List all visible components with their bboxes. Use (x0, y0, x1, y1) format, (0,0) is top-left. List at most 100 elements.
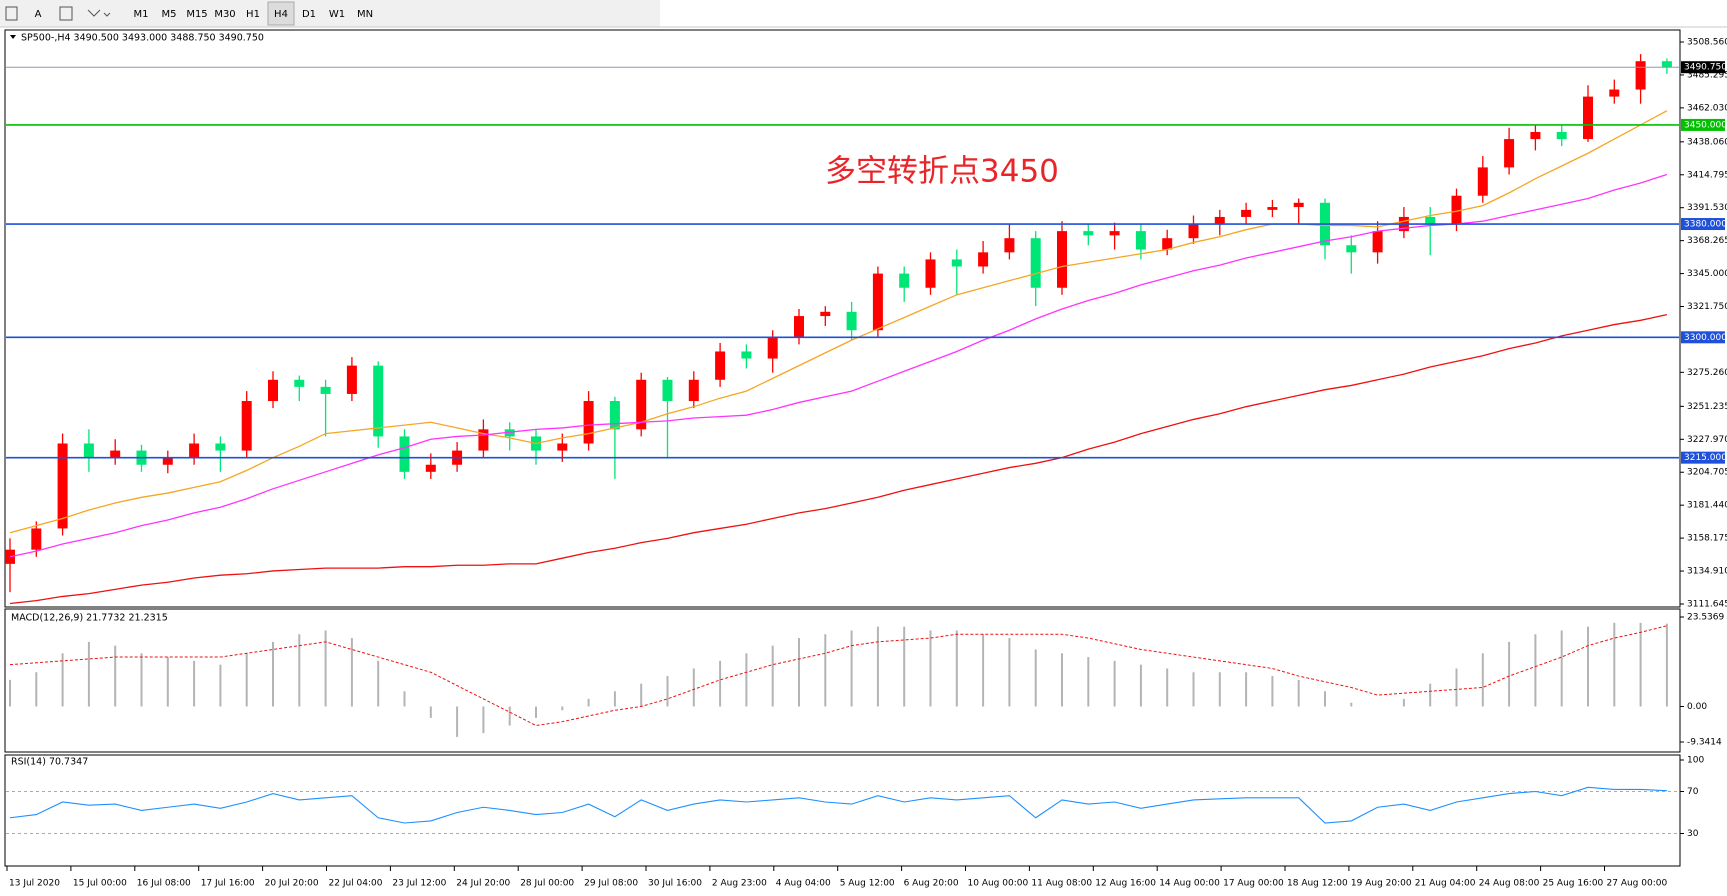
candle-body (794, 316, 804, 338)
macd-bar (1587, 626, 1589, 707)
timeframe-button[interactable]: W1 (329, 9, 345, 20)
macd-bar (1508, 641, 1511, 707)
x-tick-label: 15 Jul 00:00 (73, 879, 127, 889)
macd-bar (114, 645, 117, 707)
macd-bar (377, 660, 380, 707)
shapes-icon[interactable] (87, 9, 111, 17)
candle-body (268, 379, 278, 402)
candle-body (846, 311, 857, 331)
timeframe-button[interactable]: M5 (162, 9, 177, 20)
macd-bar (1481, 653, 1484, 707)
x-tick-label: 28 Jul 00:00 (520, 879, 574, 889)
y-tick-label: 3414.795 (1687, 170, 1727, 180)
y-tick-label: 3275.260 (1687, 368, 1727, 378)
macd-bar (87, 641, 90, 707)
text-tool[interactable]: A (35, 9, 42, 20)
candle-body (215, 443, 226, 451)
x-tick-label: 12 Aug 16:00 (1095, 879, 1156, 889)
candle-body (1530, 131, 1541, 140)
macd-bar (929, 630, 932, 707)
timeframe-button[interactable]: M15 (186, 9, 207, 20)
x-tick-label: 11 Aug 08:00 (1031, 879, 1092, 889)
candle-body (1372, 231, 1383, 253)
x-tick-label: 14 Aug 00:00 (1159, 879, 1220, 889)
y-tick-label: 100 (1687, 756, 1704, 766)
x-tick-label: 29 Jul 08:00 (584, 879, 638, 889)
x-tick-label: 22 Jul 04:00 (329, 879, 383, 889)
candle-body (583, 401, 594, 444)
x-tick-label: 18 Aug 12:00 (1287, 879, 1348, 889)
y-tick-label: 3391.530 (1687, 203, 1727, 213)
macd-panel (4, 608, 1681, 753)
y-tick-label: 3181.440 (1687, 501, 1727, 511)
candle-body (1214, 216, 1225, 225)
macd-bar (35, 672, 38, 707)
x-tick-label: 10 Aug 00:00 (968, 879, 1029, 889)
macd-bar (771, 645, 774, 707)
candle-body (399, 436, 410, 472)
macd-bar (824, 634, 827, 707)
macd-bar (1245, 672, 1248, 707)
price-level-box (1681, 118, 1725, 131)
timeframe-button[interactable]: MN (357, 9, 373, 20)
candle-body (872, 273, 883, 331)
candle-body (662, 379, 673, 402)
macd-bar (1665, 623, 1668, 707)
candle-body (1635, 61, 1646, 90)
macd-bar (193, 660, 196, 707)
x-tick-label: 24 Jul 20:00 (456, 879, 510, 889)
timeframe-button[interactable]: H4 (274, 9, 288, 20)
timeframe-button[interactable]: M30 (214, 9, 235, 20)
x-tick-label: 25 Aug 16:00 (1543, 879, 1604, 889)
candle-body (741, 351, 752, 359)
candle-body (1477, 167, 1488, 196)
macd-bar (903, 626, 906, 707)
x-tick-label: 6 Aug 20:00 (904, 879, 959, 889)
macd-bar (1402, 698, 1405, 707)
rsi-panel (4, 754, 1681, 867)
label-icon[interactable] (59, 6, 73, 21)
toolbar: A (0, 0, 1727, 28)
candle-body (189, 443, 200, 458)
x-tick-label: 4 Aug 04:00 (776, 879, 831, 889)
candle-body (820, 311, 831, 317)
price-level-label: 3490.750 (1684, 63, 1727, 73)
main-panel (4, 29, 1681, 608)
x-tick-label: 24 Aug 08:00 (1479, 879, 1540, 889)
active-button[interactable] (267, 1, 295, 26)
candle-body (1609, 89, 1620, 97)
timeframe-button[interactable]: D1 (302, 9, 316, 20)
macd-bar (1455, 668, 1458, 707)
y-tick-label: 3158.175 (1687, 534, 1727, 544)
candle-body (1583, 96, 1593, 140)
macd-bar (272, 641, 274, 707)
y-tick-label: 3485.295 (1687, 70, 1727, 80)
macd-signal (9, 625, 1668, 727)
annotation: 多空转折点3450 (825, 154, 1059, 190)
timeframe-button[interactable]: H1 (246, 9, 260, 20)
macd-bar (876, 626, 879, 707)
candle-body (925, 259, 936, 288)
candle-body (899, 273, 910, 288)
cursor-icon[interactable] (5, 6, 18, 21)
y-tick-label: 3438.060 (1687, 137, 1727, 147)
macd-bar (1271, 676, 1274, 707)
price-level-box (1681, 218, 1725, 231)
candle-body (1267, 207, 1278, 210)
candle-body (294, 379, 305, 387)
price-level-label: 3300.000 (1684, 333, 1727, 343)
y-tick-label: 3111.645 (1687, 600, 1727, 610)
macd-bar (955, 630, 958, 707)
title-marker (10, 35, 16, 39)
moving-average (9, 314, 1668, 605)
price-level-label: 3215.000 (1684, 453, 1727, 463)
candle-body (346, 365, 357, 394)
y-tick-label: 3251.235 (1687, 402, 1727, 412)
macd-bar (692, 668, 695, 707)
price-level-box (1681, 331, 1725, 344)
timeframe-button[interactable]: M1 (134, 9, 149, 20)
x-tick-label: 13 Jul 2020 (9, 879, 60, 889)
price-level-box (1681, 61, 1725, 74)
candle-body (57, 443, 68, 529)
